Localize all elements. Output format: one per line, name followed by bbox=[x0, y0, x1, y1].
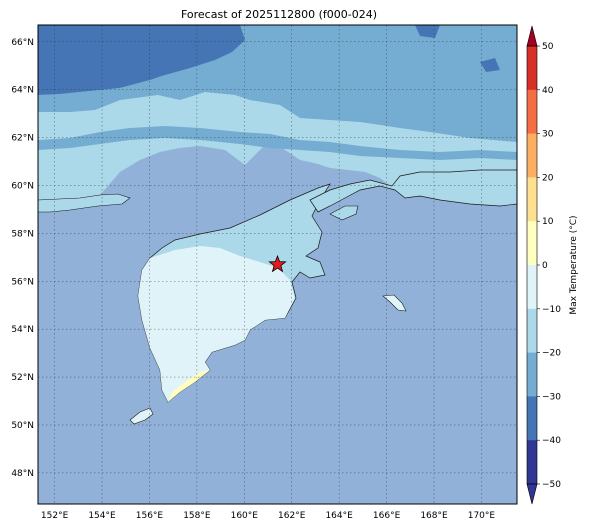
lon-tick-label: 168°E bbox=[420, 511, 448, 521]
colorbar-tick-label: −40 bbox=[542, 436, 561, 446]
lat-tick-label: 62°N bbox=[11, 134, 34, 144]
colorbar-segment bbox=[527, 221, 537, 266]
kamchatka-tip-warm bbox=[168, 370, 210, 402]
colorbar-segment bbox=[527, 440, 537, 485]
colorbar-segment bbox=[527, 177, 537, 222]
east-coast-land bbox=[309, 169, 517, 213]
colorbar-tick-label: −10 bbox=[542, 305, 561, 315]
lat-tick-label: 52°N bbox=[11, 373, 34, 383]
colorbar-segment bbox=[527, 308, 537, 353]
colorbar-tick-label: −30 bbox=[542, 392, 561, 402]
temperature-colorbar: 50 40 30 20 10 0 −10 −20 −30 −40 −50 Max Temperatu… bbox=[526, 25, 579, 505]
map-frame bbox=[37, 24, 518, 505]
colorbar-min-extend bbox=[526, 483, 538, 505]
figure-title: Forecast of 2025112800 (f000-024) bbox=[181, 8, 377, 21]
lon-tick-label: 160°E bbox=[231, 511, 259, 521]
colorbar-tick-label: 20 bbox=[542, 173, 554, 183]
colorbar-segment bbox=[527, 46, 537, 91]
colorbar-segment bbox=[527, 265, 537, 310]
colorbar-tick-label: 50 bbox=[542, 42, 554, 52]
lon-tick-label: 156°E bbox=[136, 511, 164, 521]
lon-tick-label: 170°E bbox=[468, 511, 496, 521]
colorbar-tick-label: −20 bbox=[542, 349, 561, 359]
mainland-stripe bbox=[38, 126, 517, 160]
latitude-tick-labels: 66°N 64°N 62°N 60°N 58°N 56°N 54°N 52°N 50°N 48°N bbox=[11, 38, 34, 479]
lat-tick-label: 58°N bbox=[11, 229, 34, 239]
lat-tick-label: 50°N bbox=[11, 421, 34, 431]
map-panel: 66°N 64°N 62°N 60°N 58°N 56°N 54°N 52°N 50°N 48°N… bbox=[11, 24, 518, 521]
lon-tick-label: 162°E bbox=[278, 511, 306, 521]
lon-tick-label: 166°E bbox=[373, 511, 401, 521]
lat-tick-label: 48°N bbox=[11, 469, 34, 479]
longitude-tick-labels: 152°E 154°E 156°E 158°E 160°E 162°E 164°E 166°E… bbox=[41, 511, 496, 521]
colorbar-segment bbox=[527, 396, 537, 441]
lat-tick-label: 64°N bbox=[11, 86, 34, 96]
lat-tick-label: 60°N bbox=[11, 181, 34, 191]
kamchatka-south-mild bbox=[138, 246, 295, 402]
commander-island bbox=[382, 294, 407, 312]
lat-tick-label: 54°N bbox=[11, 325, 34, 335]
mainland-cool-band bbox=[38, 92, 517, 200]
colorbar-segment bbox=[527, 89, 537, 134]
colorbar-segment bbox=[527, 352, 537, 397]
colorbar-tick-label: 40 bbox=[542, 86, 554, 96]
karaginsky-island bbox=[329, 205, 359, 221]
okhotsk-coast-land bbox=[38, 193, 131, 213]
colorbar-label: Max Temperature (°C) bbox=[569, 215, 579, 314]
lon-tick-label: 152°E bbox=[41, 511, 69, 521]
kuril-island-a bbox=[129, 407, 154, 425]
colorbar-tick-label: 30 bbox=[542, 130, 554, 140]
lon-tick-label: 154°E bbox=[88, 511, 116, 521]
colorbar-tick-label: −50 bbox=[542, 480, 561, 490]
lon-tick-label: 158°E bbox=[183, 511, 211, 521]
colorbar-segment bbox=[527, 133, 537, 178]
lon-tick-label: 164°E bbox=[325, 511, 353, 521]
mainland-mid-zone bbox=[38, 75, 165, 112]
mainland-cold-zone bbox=[38, 25, 500, 95]
location-star-marker bbox=[268, 254, 287, 273]
colorbar-max-extend bbox=[526, 25, 538, 47]
lat-tick-label: 66°N bbox=[11, 38, 34, 48]
lat-tick-label: 56°N bbox=[11, 277, 34, 287]
colorbar-tick-label: 10 bbox=[542, 217, 554, 227]
colorbar-tick-label: 0 bbox=[542, 261, 548, 271]
